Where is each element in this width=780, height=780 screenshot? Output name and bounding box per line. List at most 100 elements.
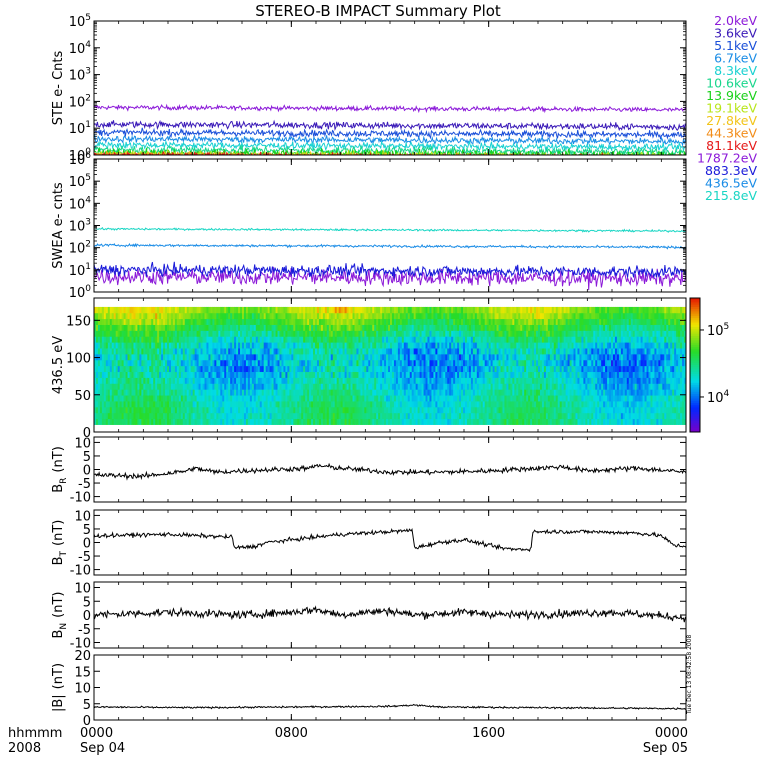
heat-cell — [301, 348, 304, 355]
heat-cell — [447, 348, 450, 355]
heat-cell — [522, 371, 525, 378]
heat-cell — [524, 348, 527, 355]
heat-cell — [340, 401, 344, 408]
heat-cell — [539, 377, 543, 384]
heat-cell — [216, 377, 219, 384]
heat-cell — [362, 395, 365, 402]
heat-cell — [502, 418, 505, 425]
heat-cell — [512, 377, 515, 384]
heat-cell — [399, 318, 403, 325]
heat-cell — [463, 306, 466, 314]
heat-cell — [500, 324, 503, 331]
heat-cell — [313, 336, 316, 343]
heat-cell — [159, 359, 162, 367]
y-tick-label-exp: 5 — [85, 173, 91, 183]
heat-cell — [492, 330, 495, 337]
heat-cell — [172, 342, 176, 349]
heat-cell — [449, 336, 452, 343]
heat-cell — [466, 324, 470, 331]
heat-cell — [362, 306, 365, 314]
heat-cell — [94, 371, 97, 378]
heat-cell — [536, 401, 539, 408]
heat-cell — [415, 377, 419, 384]
heat-cell — [449, 318, 452, 325]
heat-cell — [484, 330, 488, 337]
heat-cell — [474, 383, 478, 390]
heat-cell — [324, 312, 328, 320]
heat-cell — [316, 377, 320, 384]
heat-cell — [295, 365, 298, 373]
heat-cell — [283, 336, 286, 343]
heat-cell — [311, 371, 314, 378]
y-tick-label-exp: 4 — [85, 195, 91, 205]
heat-cell — [409, 412, 413, 420]
heat-cell — [498, 336, 501, 343]
heat-cell — [194, 312, 198, 320]
heat-cell — [194, 383, 198, 390]
heat-cell — [502, 318, 505, 325]
heat-cell — [151, 395, 154, 402]
heat-cell — [356, 406, 359, 414]
heat-cell — [506, 306, 509, 314]
heat-cell — [508, 377, 511, 384]
heat-cell — [514, 312, 517, 320]
heat-cell — [429, 389, 432, 396]
heat-cell — [476, 353, 480, 361]
heat-cell — [350, 412, 353, 420]
heat-cell — [484, 353, 488, 361]
heat-cell — [441, 377, 444, 384]
heat-cell — [391, 359, 395, 367]
heat-cell — [539, 389, 543, 396]
heat-cell — [364, 318, 367, 325]
heat-cell — [407, 406, 411, 414]
heat-cell — [113, 353, 117, 361]
heat-cell — [157, 324, 160, 331]
heat-cell — [545, 306, 549, 314]
heat-cell — [407, 312, 411, 320]
heat-cell — [149, 383, 152, 390]
heat-cell — [459, 365, 462, 373]
heat-cell — [492, 383, 495, 390]
heat-cell — [192, 383, 196, 390]
heat-cell — [356, 418, 359, 425]
heat-cell — [121, 401, 124, 408]
heat-cell — [336, 371, 340, 378]
heat-cell — [206, 336, 209, 343]
heat-cell — [512, 389, 515, 396]
heat-cell — [352, 383, 355, 390]
heat-cell — [172, 330, 176, 337]
heat-cell — [208, 318, 211, 325]
heat-cell — [111, 389, 115, 396]
heat-cell — [135, 348, 138, 355]
heat-cell — [386, 377, 389, 384]
heat-cell — [498, 389, 501, 396]
heat-cell — [354, 336, 357, 343]
heat-cell — [299, 353, 302, 361]
heat-cell — [384, 377, 387, 384]
heat-cell — [463, 324, 466, 331]
heat-cell — [520, 348, 523, 355]
heat-cell — [386, 412, 389, 420]
heat-cell — [107, 353, 111, 361]
heat-cell — [109, 324, 113, 331]
heat-cell — [313, 401, 316, 408]
heat-cell — [421, 342, 424, 349]
heat-cell — [409, 395, 413, 402]
heat-cell — [425, 389, 428, 396]
heat-cell — [230, 401, 233, 408]
heat-cell — [338, 330, 342, 337]
heat-cell — [425, 371, 428, 378]
heat-cell — [376, 371, 379, 378]
heat-cell — [429, 330, 432, 337]
heat-cell — [155, 389, 158, 396]
heat-cell — [425, 324, 428, 331]
heat-cell — [147, 389, 150, 396]
heat-cell — [518, 348, 521, 355]
heat-cell — [372, 406, 375, 414]
heat-cell — [285, 342, 288, 349]
heat-cell — [251, 412, 255, 420]
heat-cell — [332, 418, 336, 425]
heat-cell — [131, 371, 134, 378]
heat-cell — [153, 401, 156, 408]
heat-cell — [115, 383, 119, 390]
